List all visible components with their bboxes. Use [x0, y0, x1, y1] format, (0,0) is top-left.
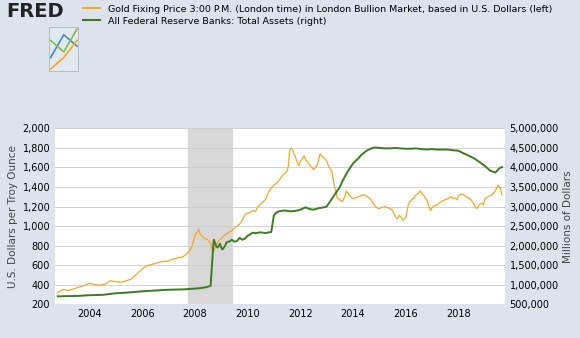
Y-axis label: Millions of Dollars: Millions of Dollars	[563, 170, 573, 263]
Y-axis label: U.S. Dollars per Troy Ounce: U.S. Dollars per Troy Ounce	[8, 145, 19, 288]
Bar	[188, 128, 232, 304]
Legend: Gold Fixing Price 3:00 P.M. (London time) in London Bullion Market, based in U.S: Gold Fixing Price 3:00 P.M. (London time…	[83, 5, 552, 26]
Text: FRED: FRED	[6, 2, 63, 21]
